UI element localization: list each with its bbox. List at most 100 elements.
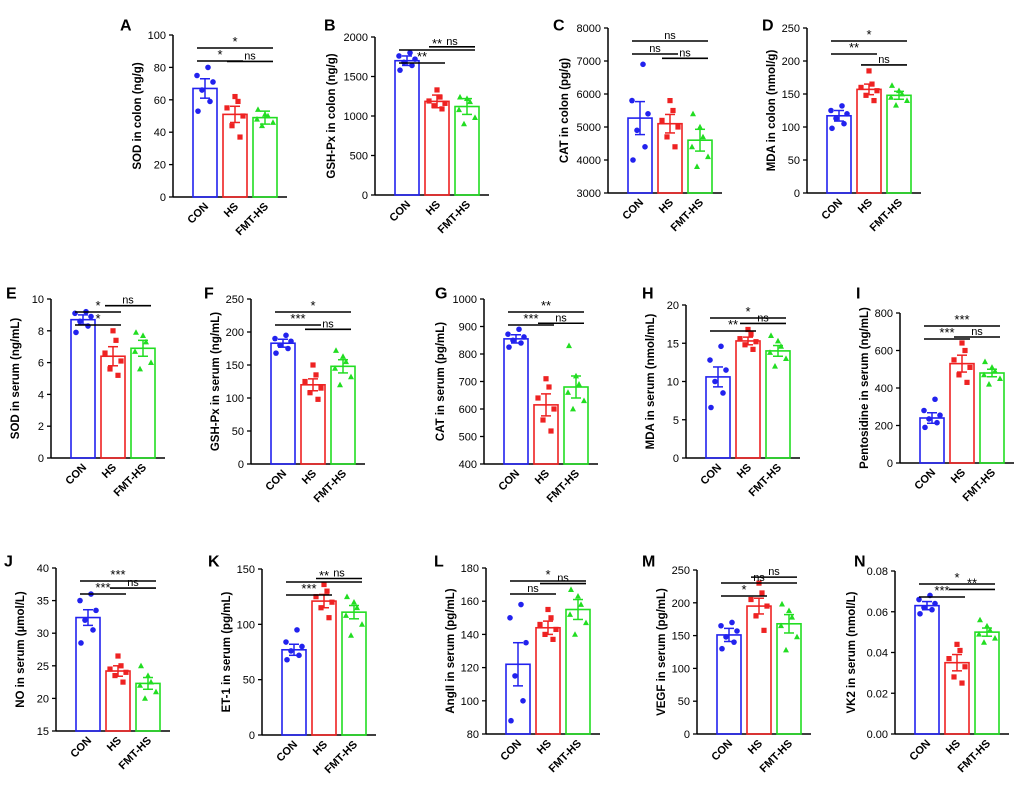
data-point bbox=[518, 340, 524, 346]
data-point bbox=[397, 67, 403, 73]
data-point bbox=[778, 343, 784, 349]
y-tick-label: 700 bbox=[459, 377, 477, 389]
data-point bbox=[472, 114, 478, 120]
data-point bbox=[839, 103, 845, 109]
y-tick-label: 500 bbox=[459, 432, 477, 444]
y-tick-label: 4000 bbox=[577, 155, 601, 167]
bar-fmt-hs bbox=[565, 608, 591, 735]
y-tick-label: 600 bbox=[875, 346, 893, 358]
y-tick-label: 200 bbox=[226, 327, 244, 339]
x-tick-label: CON bbox=[263, 468, 289, 494]
data-point bbox=[507, 615, 513, 621]
data-point bbox=[690, 110, 696, 117]
significance-label: ns bbox=[333, 567, 345, 579]
panel-letter: I bbox=[856, 285, 860, 302]
data-point bbox=[464, 95, 470, 102]
significance-label: ns bbox=[768, 566, 780, 578]
data-point bbox=[723, 367, 729, 373]
data-point bbox=[874, 88, 880, 94]
data-point bbox=[779, 600, 785, 607]
bar-con bbox=[394, 59, 420, 196]
bar-hs bbox=[746, 605, 772, 735]
data-point bbox=[318, 385, 324, 391]
y-tick-label: 30 bbox=[37, 628, 49, 640]
data-point bbox=[88, 313, 94, 320]
y-tick-label: 0 bbox=[38, 453, 44, 465]
x-tick-label: FMT-HS bbox=[234, 201, 271, 238]
y-tick-label: 35 bbox=[37, 596, 49, 608]
y-tick-label: 2 bbox=[38, 421, 44, 433]
bar-fmt-hs bbox=[765, 350, 791, 459]
data-point bbox=[288, 338, 294, 345]
panel-letter: C bbox=[553, 17, 565, 34]
data-point bbox=[540, 417, 546, 423]
data-point bbox=[689, 143, 695, 150]
data-point bbox=[893, 102, 899, 108]
data-point bbox=[997, 375, 1003, 382]
data-point bbox=[718, 622, 724, 629]
panel-m: M 0 50 100 150 200 250 VEGF in serum (pg/mL) CON… bbox=[642, 553, 811, 775]
data-point bbox=[505, 331, 511, 338]
data-point bbox=[354, 604, 360, 611]
x-tick-label: HS bbox=[657, 197, 676, 216]
significance-label: *** bbox=[110, 567, 125, 582]
data-point bbox=[694, 163, 700, 169]
y-axis-label: VEGF in serum (pg/mL) bbox=[656, 588, 668, 716]
data-point bbox=[951, 357, 957, 363]
panel-k: K 0 50 100 150 ET-1 in serum (pg/mL) CON HSFMT-… bbox=[208, 553, 376, 776]
bar-hs bbox=[311, 600, 337, 736]
data-point bbox=[934, 419, 940, 426]
data-point bbox=[315, 396, 321, 402]
data-point bbox=[543, 376, 549, 382]
x-tick-label: CON bbox=[274, 739, 300, 765]
data-point bbox=[987, 626, 993, 633]
data-point bbox=[981, 639, 987, 645]
significance-label: ns bbox=[664, 30, 676, 42]
y-tick-label: 8000 bbox=[577, 23, 601, 35]
bar-hs bbox=[424, 100, 450, 196]
data-point bbox=[73, 329, 79, 336]
data-point bbox=[786, 607, 792, 614]
significance-label: ns bbox=[527, 583, 539, 595]
x-tick-label: HS bbox=[746, 738, 765, 757]
y-tick-label: 0.02 bbox=[867, 688, 888, 700]
data-point bbox=[951, 674, 957, 680]
data-point bbox=[932, 396, 938, 403]
bar-con bbox=[270, 342, 296, 465]
significance-label: *** bbox=[939, 325, 954, 340]
data-point bbox=[929, 606, 935, 613]
y-tick-label: 200 bbox=[672, 598, 690, 610]
x-tick-label: HS bbox=[535, 738, 554, 757]
data-point bbox=[262, 111, 268, 117]
data-point bbox=[869, 81, 875, 87]
y-tick-label: 6000 bbox=[577, 89, 601, 101]
y-tick-label: 20 bbox=[154, 160, 166, 172]
data-point bbox=[572, 631, 578, 637]
data-point bbox=[753, 339, 759, 345]
data-point bbox=[520, 698, 526, 704]
x-tick-label: FMT-HS bbox=[436, 199, 473, 236]
x-tick-label: HS bbox=[100, 462, 119, 481]
data-point bbox=[705, 153, 711, 160]
data-point bbox=[550, 636, 556, 642]
bar-con bbox=[705, 376, 731, 459]
data-point bbox=[288, 648, 294, 654]
y-tick-label: 250 bbox=[782, 23, 800, 35]
x-tick-label: CON bbox=[63, 462, 89, 488]
bar-fmt-hs bbox=[776, 622, 802, 735]
data-point bbox=[318, 605, 324, 611]
data-point bbox=[299, 643, 305, 650]
y-tick-label: 1000 bbox=[453, 294, 477, 306]
x-tick-label: FMT-HS bbox=[961, 467, 998, 504]
y-tick-label: 150 bbox=[237, 564, 255, 576]
y-tick-label: 800 bbox=[459, 349, 477, 361]
data-point bbox=[273, 350, 279, 356]
y-axis-label: Pentosidine in serum (ng/mL) bbox=[859, 307, 871, 469]
y-axis-label: VK2 in serum (nmol/L) bbox=[846, 591, 858, 713]
data-point bbox=[634, 127, 640, 134]
x-tick-label: CON bbox=[387, 199, 413, 225]
data-point bbox=[742, 342, 748, 348]
y-tick-label: 180 bbox=[461, 563, 479, 575]
data-point bbox=[982, 358, 988, 365]
y-tick-label: 400 bbox=[459, 459, 477, 471]
